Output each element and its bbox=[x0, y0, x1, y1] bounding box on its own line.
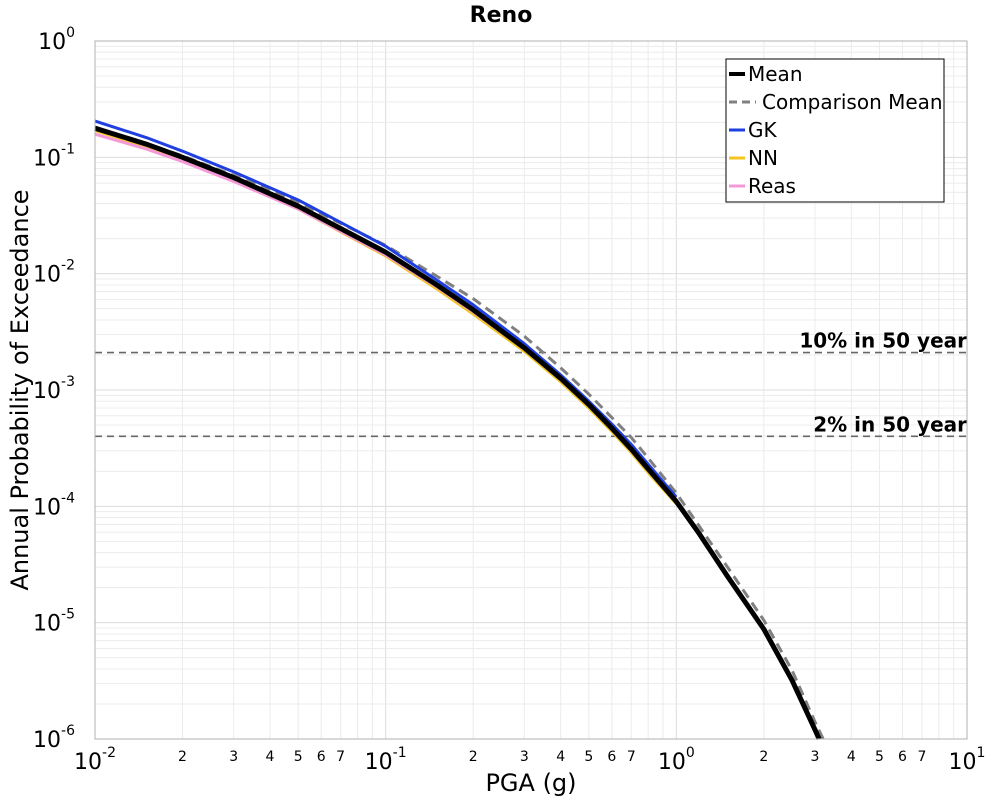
y-axis-label: Annual Probability of Exceedance bbox=[6, 189, 34, 590]
reference-line-label: 2% in 50 year bbox=[813, 412, 967, 436]
x-minor-tick-label: 5 bbox=[875, 749, 884, 765]
legend-label: Reas bbox=[748, 174, 796, 198]
legend-label: Mean bbox=[748, 62, 803, 86]
x-minor-tick-label: 5 bbox=[294, 749, 303, 765]
x-tick-label: 101 bbox=[949, 745, 986, 775]
x-minor-tick-label: 3 bbox=[520, 749, 529, 765]
series-line-comparison-mean bbox=[94, 126, 825, 740]
series-line-gk bbox=[94, 119, 678, 499]
x-minor-tick-label: 6 bbox=[607, 749, 616, 765]
x-minor-tick-label: 7 bbox=[627, 749, 636, 765]
y-tick-label: 10-5 bbox=[33, 607, 75, 637]
x-tick-label: 100 bbox=[658, 745, 695, 775]
y-tick-label: 100 bbox=[38, 25, 75, 55]
legend-label: Comparison Mean bbox=[762, 90, 943, 114]
reference-line-label: 10% in 50 year bbox=[799, 329, 967, 353]
reference-lines: 10% in 50 year 2% in 50 year bbox=[95, 329, 967, 438]
series-line-mean bbox=[94, 125, 822, 741]
grid bbox=[94, 41, 967, 740]
x-minor-tick-label: 7 bbox=[336, 749, 345, 765]
x-minor-tick-label: 4 bbox=[266, 749, 275, 765]
plot-area-frame bbox=[94, 40, 968, 740]
x-minor-tick-label: 4 bbox=[556, 749, 565, 765]
x-minor-tick-label: 2 bbox=[469, 749, 478, 765]
x-minor-tick-label: 2 bbox=[759, 749, 768, 765]
y-tick-label: 10-3 bbox=[33, 374, 75, 404]
x-minor-tick-label: 3 bbox=[229, 749, 238, 765]
y-tick-label: 10-6 bbox=[33, 723, 75, 753]
x-tick-label: 10-2 bbox=[74, 745, 116, 775]
legend-label: NN bbox=[748, 146, 778, 170]
x-minor-tick-label: 7 bbox=[918, 749, 927, 765]
x-minor-tick-label: 4 bbox=[847, 749, 856, 765]
x-minor-tick-label: 5 bbox=[584, 749, 593, 765]
x-minor-tick-label: 6 bbox=[898, 749, 907, 765]
legend: Mean Comparison Mean GK NN Reas bbox=[725, 58, 945, 203]
chart-title: Reno bbox=[470, 3, 533, 28]
series-lines bbox=[94, 119, 825, 741]
y-tick-label: 10-4 bbox=[33, 490, 75, 520]
legend-box bbox=[725, 58, 945, 203]
x-tick-label: 10-1 bbox=[365, 745, 407, 775]
x-axis-label: PGA (g) bbox=[485, 769, 576, 797]
x-minor-tick-label: 3 bbox=[811, 749, 820, 765]
y-tick-label: 10-2 bbox=[33, 258, 75, 288]
x-minor-tick-label: 2 bbox=[178, 749, 187, 765]
legend-label: GK bbox=[748, 118, 777, 142]
x-minor-tick-label: 6 bbox=[317, 749, 326, 765]
y-tick-label: 10-1 bbox=[33, 141, 75, 171]
y-axis-ticks: 100 10-1 10-2 10-3 10-4 10-5 10-6 bbox=[33, 25, 75, 753]
